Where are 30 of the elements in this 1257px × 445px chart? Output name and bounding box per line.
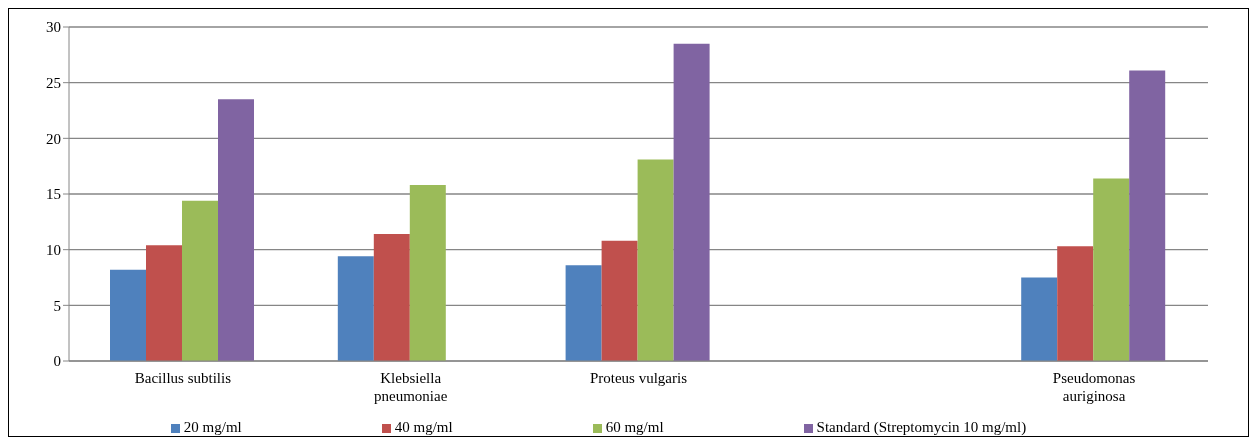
y-tick-label: 0 (53, 353, 61, 370)
bar (218, 99, 254, 361)
legend-label: 40 mg/ml (394, 419, 453, 435)
bar (601, 240, 638, 361)
bar (182, 200, 218, 361)
legend-label: Standard (Streptomycin 10 mg/ml) (816, 419, 1027, 435)
bar (565, 265, 602, 361)
bar (1021, 277, 1058, 361)
bar (673, 43, 710, 361)
bar (1093, 178, 1130, 361)
y-tick-label: 10 (46, 241, 61, 258)
y-tick-label: 30 (46, 19, 61, 36)
x-tick-label: Pseudomonas auriginosa (1052, 370, 1136, 404)
y-tick-label: 20 (46, 130, 61, 147)
bar (373, 234, 410, 361)
legend-label: 20 mg/ml (183, 419, 242, 435)
y-tick-label: 5 (53, 297, 61, 314)
bar (146, 245, 182, 361)
bar (1057, 246, 1094, 361)
bar (1129, 70, 1166, 361)
bar (110, 269, 146, 361)
x-tick-label: Klebsiella pneumoniae (374, 370, 448, 404)
bar (337, 256, 374, 361)
x-tick-label: Bacillus subtilis (134, 370, 232, 386)
legend-label: 60 mg/ml (605, 419, 664, 435)
y-tick-label: 15 (46, 186, 61, 203)
y-tick-label: 25 (46, 74, 61, 91)
x-tick-label: Proteus vulgaris (589, 370, 688, 386)
bar (637, 159, 674, 361)
bar (409, 185, 446, 361)
